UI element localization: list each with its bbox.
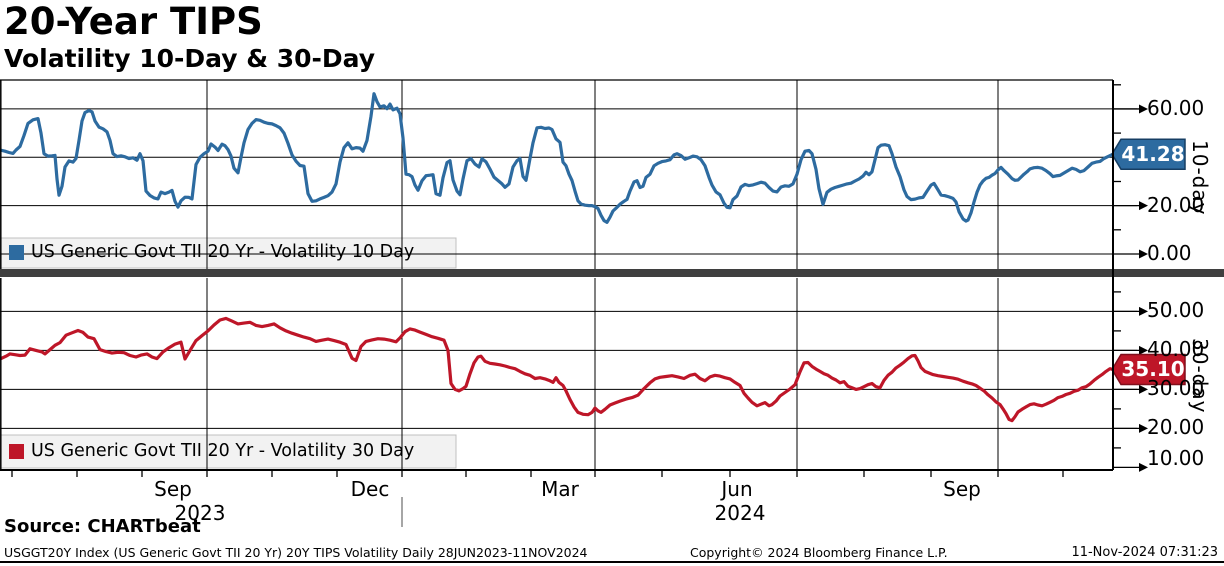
legend-swatch-10day (9, 245, 24, 260)
y-tick-label: 60.00 (1147, 95, 1205, 120)
y-tick-label: 30.00 (1147, 376, 1205, 401)
y-tick-arrow-icon (1139, 384, 1148, 394)
legend-swatch-30day (9, 443, 24, 459)
y-tick-arrow-icon (1139, 249, 1148, 259)
axis-title-10day: 10-day (1188, 140, 1212, 216)
x-month-label: Sep (943, 477, 981, 501)
last-value-badge-10day: 41.28 (1121, 142, 1185, 167)
legend-label-10day: US Generic Govt TII 20 Yr - Volatility 1… (31, 242, 415, 262)
x-month-label: Mar (541, 477, 579, 501)
y-tick-label: 0.00 (1147, 240, 1192, 265)
y-tick-label: 50.00 (1147, 298, 1205, 323)
y-tick-label: 20.00 (1147, 192, 1205, 217)
x-month-label: Sep (154, 477, 192, 501)
y-tick-arrow-icon (1139, 423, 1148, 433)
footer-ticker-description: USGGT20Y Index (US Generic Govt TII 20 Y… (4, 545, 588, 560)
x-month-label: Jun (721, 477, 753, 501)
page-subtitle: Volatility 10-Day & 30-Day (4, 44, 376, 73)
y-tick-arrow-icon (1139, 462, 1148, 472)
last-value-badge-30day: 35.10 (1121, 357, 1185, 382)
y-tick-label: 10.00 (1147, 446, 1205, 470)
x-month-label: Dec (350, 477, 390, 501)
bottom-border (0, 561, 1224, 563)
y-tick-arrow-icon (1139, 104, 1148, 114)
y-tick-arrow-icon (1139, 306, 1148, 316)
axis-title-30day: 30-day (1188, 338, 1212, 414)
y-tick-arrow-icon (1139, 201, 1148, 211)
y-tick-label: 40.00 (1147, 337, 1205, 362)
y-tick-label: 20.00 (1147, 415, 1205, 440)
page-title: 20-Year TIPS (4, 0, 263, 43)
series-line-vol30 (0, 316, 1115, 423)
badge-shape-vol30 (1111, 353, 1186, 386)
series-line-vol10 (0, 92, 1115, 224)
legend-box (0, 434, 457, 469)
legend-label-30day: US Generic Govt TII 20 Yr - Volatility 3… (31, 440, 415, 461)
footer-timestamp: 11-Nov-2024 07:31:23 (1071, 545, 1218, 560)
footer-copyright: Copyright© 2024 Bloomberg Finance L.P. (690, 545, 948, 560)
source-note: Source: CHARTbeat (4, 516, 201, 537)
y-tick-arrow-icon (1139, 345, 1148, 355)
legend-box (0, 237, 457, 269)
x-year-label: 2023 (174, 501, 226, 525)
x-year-label: 2024 (714, 501, 766, 525)
badge-shape-vol10 (1111, 138, 1186, 170)
panel-separator (0, 269, 1224, 277)
